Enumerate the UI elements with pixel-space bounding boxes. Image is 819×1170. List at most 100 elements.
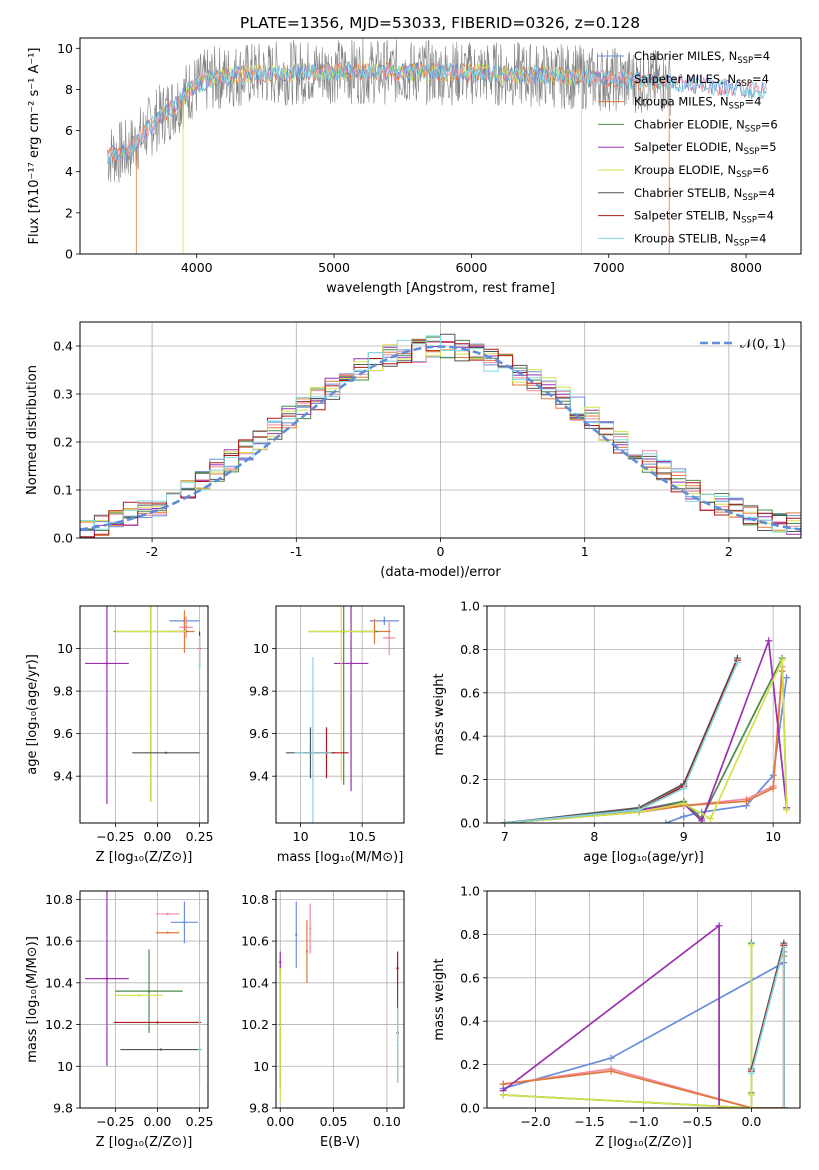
x-tick-label: 6000 — [455, 260, 487, 275]
y-tick-label: 2 — [65, 205, 73, 220]
y-tick-label: 10.4 — [241, 975, 269, 990]
x-tick-label: 0.05 — [320, 1114, 348, 1129]
series-marker — [780, 943, 788, 951]
y-tick-label: 9.4 — [249, 769, 269, 784]
data-point — [184, 626, 188, 629]
x-tick-label: 0.0 — [741, 1114, 761, 1129]
legend-label: Chabrier STELIB, NSSP=4 — [634, 186, 775, 203]
data-point — [305, 950, 309, 953]
series-kroupa-elodie-line — [503, 945, 753, 1108]
x-tick-label: 10 — [765, 829, 781, 844]
legend-value: =6 — [761, 117, 778, 131]
axes-frame — [79, 605, 209, 824]
series-marker — [680, 812, 688, 820]
axes-age_vs_Z: −0.25 0.00 0.25 9.4 9.6 9.8 10 Z [log₁₀(Z/Z⊙)] a… — [25, 605, 214, 865]
y-tick-label: 0.4 — [460, 1014, 480, 1029]
errorbar-salpeter-stelib — [113, 1021, 202, 1024]
axes-frame — [486, 605, 801, 824]
y-axis-label: age [log₁₀(age/yr)] — [25, 654, 40, 775]
legend-value: =4 — [752, 72, 769, 86]
ticks: −2.0 −1.5 −1.0 −0.5 0.0 0.0 0.2 0.4 0.6 0.8 1.0 — [460, 884, 761, 1130]
axes-frame — [275, 605, 405, 824]
plot-area — [106, 38, 768, 254]
series-marker — [680, 784, 688, 792]
plot-area — [80, 891, 208, 1108]
x-tick-label: 1 — [581, 544, 589, 559]
series-marker — [501, 819, 509, 823]
y-tick-label: 10.8 — [45, 892, 73, 907]
errorbar-kroupa-elodie — [308, 606, 375, 781]
errorbar-chabrier-elodie — [115, 949, 183, 1033]
axes-residuals: -2 -1 0 1 2 0.0 0.1 0.2 0.3 0.4 (data-model)/error… — [25, 321, 802, 580]
y-tick-label: 10 — [253, 641, 269, 656]
ticks: 7 8 9 10 0.0 0.2 0.4 0.6 0.8 1.0 — [460, 599, 781, 845]
series-marker — [680, 799, 688, 807]
data-point — [340, 630, 343, 633]
y-axis-label: Flux [fλ10⁻¹⁷ erg cm⁻² s⁻¹ A⁻¹] — [27, 48, 42, 245]
legend-value: =4 — [749, 231, 766, 245]
y-tick-label: 9.6 — [249, 726, 269, 741]
data-point — [147, 989, 151, 993]
legend: Chabrier MILES, NSSP=4 Salpeter MILES, NS… — [598, 49, 778, 248]
data-point — [149, 630, 152, 633]
grid — [276, 606, 404, 823]
errorbar-kroupa-stelib — [396, 1007, 399, 1083]
series-kroupa-stelib-line — [504, 662, 739, 823]
series-salpeter-stelib-line — [750, 945, 785, 1108]
axes-mass_weight_vs_Z: −2.0 −1.5 −1.0 −0.5 0.0 0.0 0.2 0.4 0.6 0.8 1.0 Z [… — [432, 884, 801, 1150]
y-tick-label: 0.2 — [53, 435, 73, 450]
x-axis-label: age [log₁₀(age/yr)] — [583, 850, 704, 865]
x-tick-label: 4000 — [181, 260, 213, 275]
ticks: −0.25 0.00 0.25 9.4 9.6 9.8 10 — [53, 641, 213, 844]
series-marker — [780, 1104, 788, 1108]
axes-frame — [79, 37, 802, 255]
legend-subscript: SSP — [744, 147, 760, 157]
data-point — [183, 921, 186, 924]
y-tick-label: 10 — [57, 41, 73, 56]
y-tick-label: 0.4 — [53, 339, 73, 354]
legend-value: =5 — [760, 140, 777, 154]
series-marker — [499, 1080, 507, 1088]
series-marker — [662, 819, 670, 823]
errorbar-salpeter-miles — [308, 903, 312, 954]
x-tick-label: −0.25 — [96, 829, 134, 844]
plot-area — [80, 322, 801, 538]
errorbar-chabrier-stelib — [132, 751, 200, 754]
data-point — [198, 664, 201, 667]
y-tick-label: 10 — [57, 641, 73, 656]
legend-value: =6 — [752, 163, 769, 177]
y-tick-label: 0.1 — [53, 483, 73, 498]
errorbar-salpeter-stelib — [396, 951, 399, 985]
series-marker — [733, 658, 741, 666]
errorbar-kroupa-stelib — [198, 1014, 201, 1086]
series-marker — [783, 806, 791, 814]
y-tick-label: 9.8 — [53, 684, 73, 699]
data-point — [311, 751, 315, 754]
legend-label: Kroupa ELODIE, NSSP=6 — [634, 163, 769, 180]
axes-mass_weight_vs_age: 7 8 9 10 0.0 0.2 0.4 0.6 0.8 1.0 age [log₁₀(age/yr… — [432, 599, 801, 865]
y-tick-label: 9.8 — [249, 1101, 269, 1116]
data-point — [396, 1044, 399, 1047]
series-marker — [742, 797, 750, 805]
y-tick-label: 6 — [65, 123, 73, 138]
data-point — [349, 662, 353, 665]
x-axis-label: mass [log₁₀(M/M⊙)] — [277, 850, 404, 865]
data-point — [198, 1048, 201, 1051]
y-tick-label: 10 — [57, 1059, 73, 1074]
errorbar-salpeter-elodie — [333, 606, 369, 792]
x-tick-label: 7 — [501, 829, 509, 844]
series-salpeter-miles-line — [504, 666, 783, 823]
data-point — [383, 619, 386, 623]
x-tick-label: 8 — [590, 829, 598, 844]
y-tick-label: 0.0 — [460, 1101, 480, 1116]
series-marker — [707, 815, 715, 823]
x-tick-label: −1.0 — [628, 1114, 658, 1129]
grid — [276, 891, 404, 1108]
ticks: −0.25 0.00 0.25 9.8 10 10.2 10.4 10.6 10.8 — [45, 892, 213, 1129]
legend-label: Chabrier ELODIE, NSSP=6 — [634, 117, 778, 134]
legend-value: =4 — [753, 49, 770, 63]
legend-label: Salpeter ELODIE, NSSP=5 — [634, 140, 777, 157]
y-tick-label: 10.8 — [241, 892, 269, 907]
errorbar-salpeter-miles — [383, 620, 396, 655]
